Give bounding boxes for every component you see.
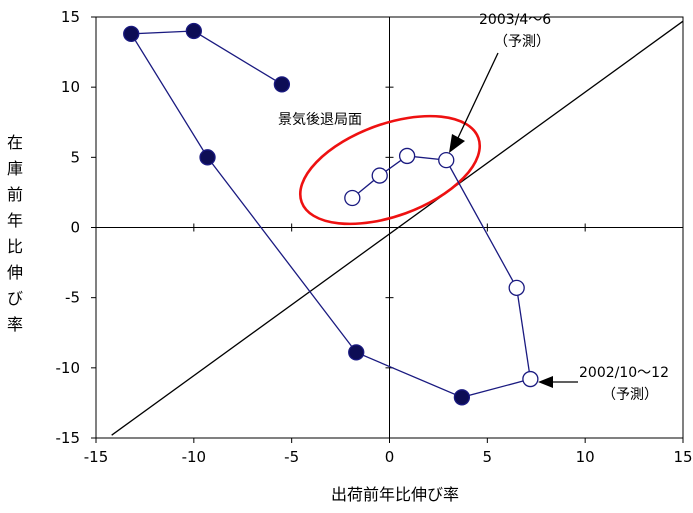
- data-point-filled: [453, 389, 471, 406]
- top-forecast-label: （予測）: [494, 34, 550, 50]
- x-tick-label: -15: [84, 448, 109, 466]
- data-points: [123, 22, 539, 406]
- y-axis-label-char: 比: [6, 237, 23, 256]
- y-tick-label: 10: [61, 78, 80, 96]
- reference-diagonal-line: [111, 20, 684, 436]
- data-point-filled: [199, 149, 216, 166]
- data-point-hollow: [522, 370, 539, 388]
- recession-ellipse: [298, 114, 482, 226]
- y-axis-label-char: 率: [6, 315, 23, 334]
- data-point-hollow: [344, 189, 361, 207]
- y-axis-label-char: び: [6, 289, 23, 308]
- x-tick-label: -10: [182, 448, 207, 466]
- y-axis-label-char: 伸: [6, 263, 23, 282]
- recession-label: 景気後退局面: [278, 112, 362, 128]
- x-tick-label: 0: [385, 448, 395, 466]
- data-point-filled: [273, 76, 291, 93]
- series-line: [130, 30, 532, 398]
- x-tick-label: -5: [284, 448, 299, 466]
- y-axis-label-char: 庫: [6, 159, 23, 178]
- top-annotation-arrow: [449, 52, 499, 153]
- data-point-hollow: [398, 147, 416, 165]
- y-tick-label: 0: [70, 219, 80, 237]
- y-tick-label: 5: [70, 148, 80, 166]
- y-tick-label: -10: [56, 359, 81, 377]
- bottom-forecast-label: （予測）: [602, 387, 658, 403]
- bottom-annotation-arrow: [538, 376, 578, 388]
- y-tick-label: -5: [65, 289, 80, 307]
- x-axis-label: 出荷前年比伸び率: [330, 485, 459, 504]
- top-period-label: 2003/4～6: [479, 12, 551, 28]
- x-tick-label: 10: [576, 448, 595, 466]
- y-axis-label-char: 年: [6, 211, 23, 230]
- x-tick-label: 15: [673, 448, 692, 466]
- data-point-hollow: [508, 279, 525, 296]
- data-point-filled: [348, 344, 365, 361]
- y-axis-label: 在庫前年比伸び率: [4, 130, 26, 338]
- y-tick-label: 15: [61, 8, 80, 26]
- axes-group: [91, 16, 684, 443]
- data-point-filled: [123, 25, 140, 42]
- y-axis-label-char: 前: [6, 185, 23, 204]
- x-tick-label: 5: [483, 448, 493, 466]
- y-tick-label: -15: [56, 429, 81, 447]
- data-point-hollow: [438, 151, 455, 169]
- data-point-hollow: [371, 167, 388, 184]
- tick-labels: -15 -10 -5 0 5 10 15 15 10 5 0 -5 -10 -15: [56, 8, 693, 466]
- bottom-period-label: 2002/10～12: [579, 365, 669, 381]
- y-axis-label-char: 在: [6, 133, 23, 152]
- data-point-filled: [185, 22, 202, 40]
